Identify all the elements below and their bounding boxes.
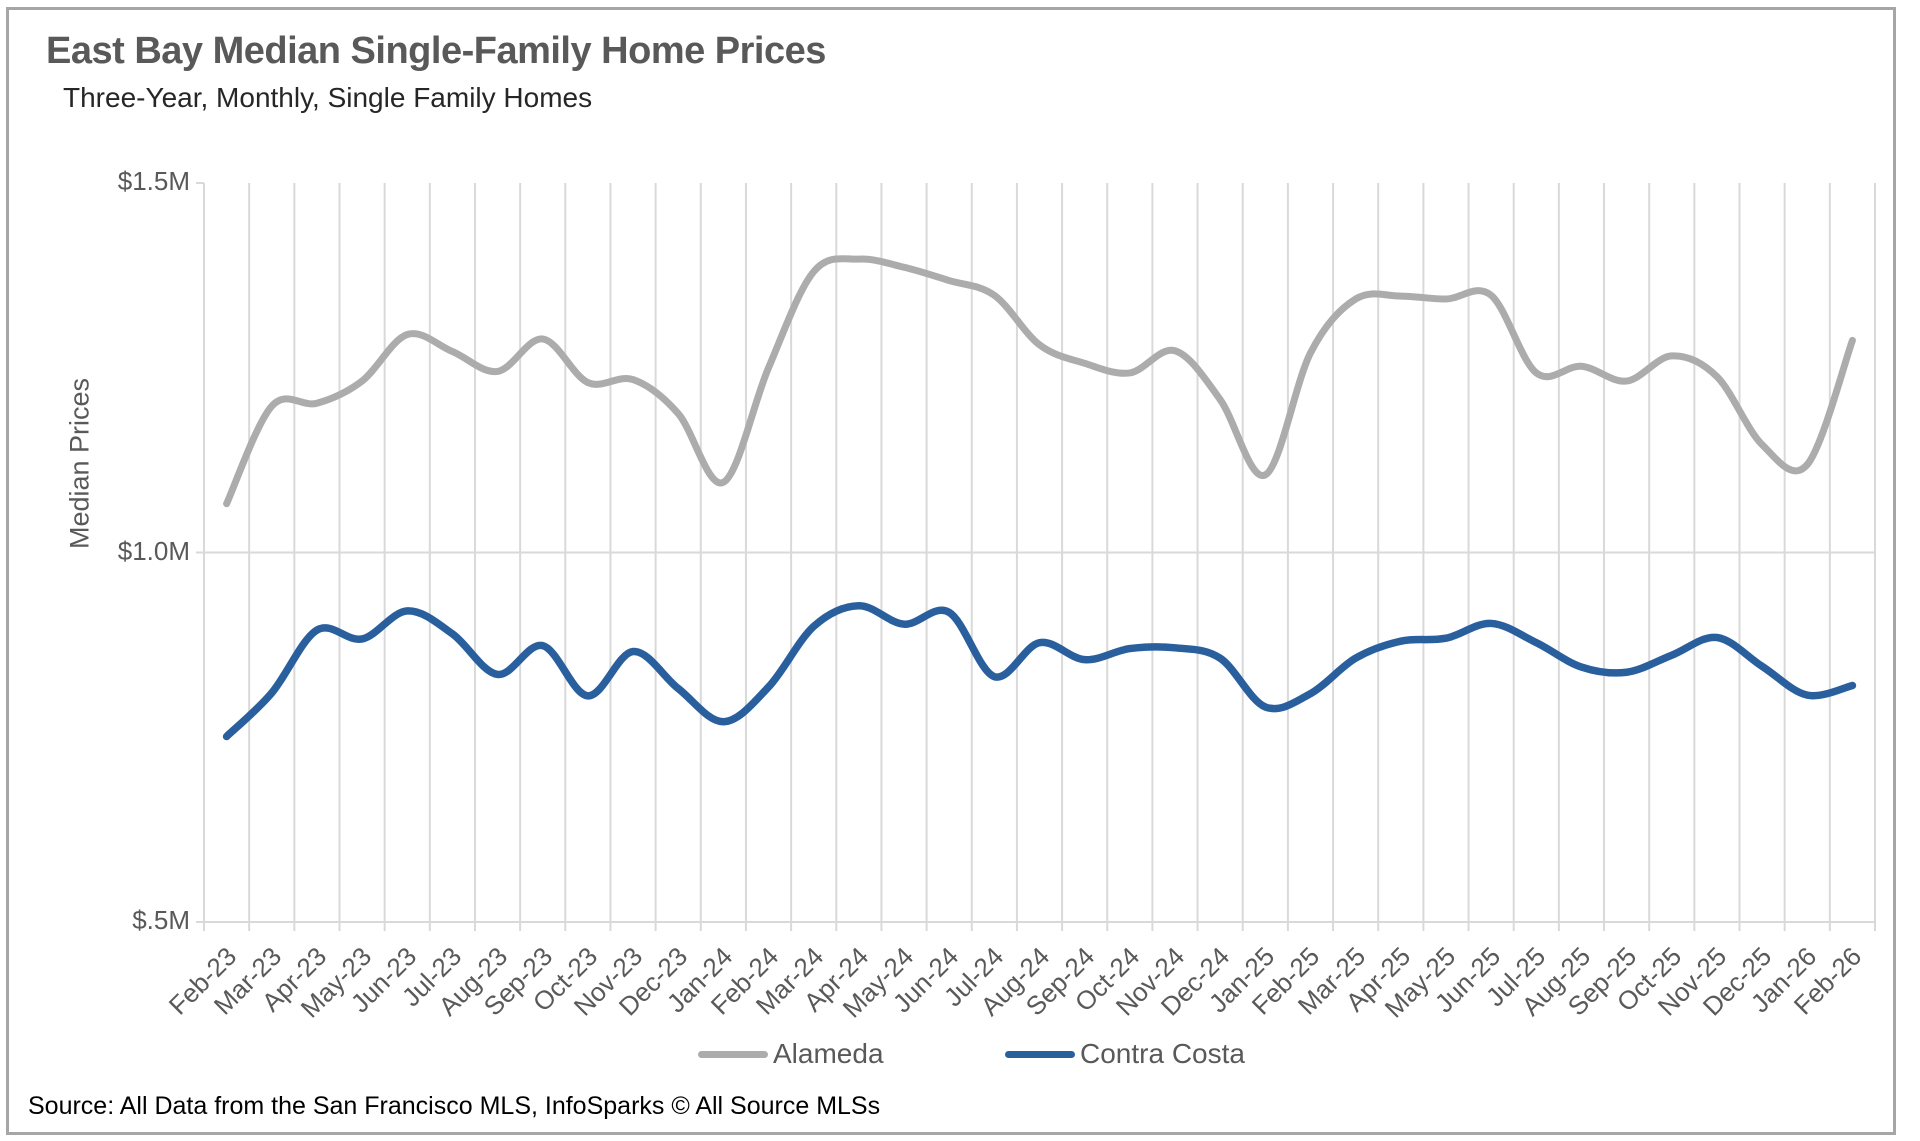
chart-subtitle: Three-Year, Monthly, Single Family Homes [63, 82, 593, 113]
legend-label: Contra Costa [1080, 1038, 1245, 1069]
y-tick-label: $1.0M [117, 535, 190, 566]
legend-label: Alameda [773, 1038, 884, 1069]
legend-item-contra-costa: Contra Costa [1005, 1038, 1245, 1070]
legend-item-alameda: Alameda [698, 1038, 884, 1070]
legend-swatch-icon [1005, 1050, 1075, 1058]
legend-swatch-icon [698, 1050, 768, 1058]
source-note: Source: All Data from the San Francisco … [28, 1092, 881, 1120]
y-tick-label: $1.5M [117, 166, 190, 196]
contra-costa-line [222, 601, 1857, 741]
y-tick-label: $.5M [132, 905, 190, 935]
chart-title: East Bay Median Single-Family Home Price… [46, 30, 826, 72]
alameda-line [223, 255, 1856, 508]
